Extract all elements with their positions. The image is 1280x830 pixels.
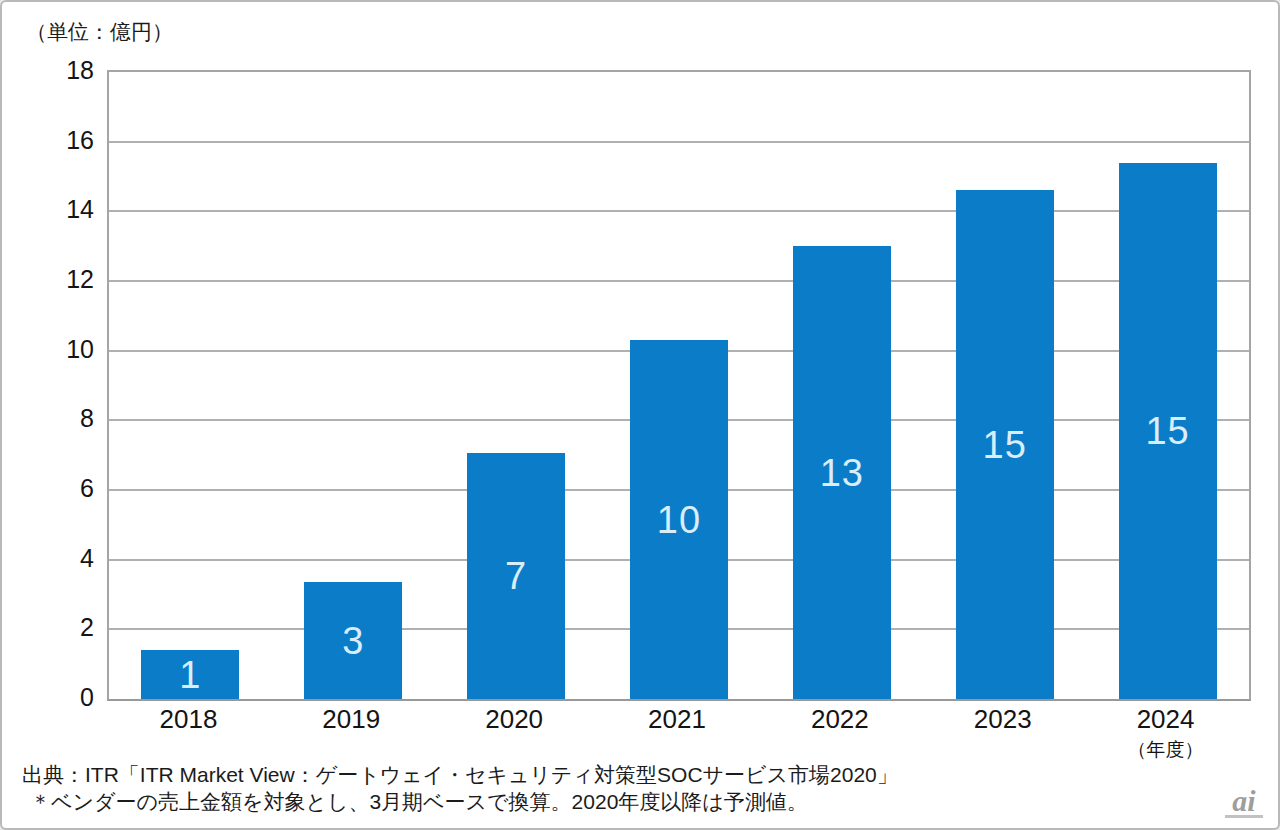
ai-logo-text: ai <box>1222 790 1266 813</box>
source-text: 出典：ITR「ITR Market View：ゲートウェイ・セキュリティ対策型S… <box>22 761 898 789</box>
bar-2018: 1 <box>141 650 239 699</box>
bar-value-label: 7 <box>505 557 527 595</box>
bar-value-label: 13 <box>820 454 864 492</box>
bar-2022: 13 <box>793 246 891 699</box>
unit-label: （単位：億円） <box>26 18 173 46</box>
gridline <box>109 210 1249 212</box>
x-tick-label-2019: 2019 <box>286 705 416 733</box>
bar-value-label: 1 <box>179 656 201 694</box>
bar-2021: 10 <box>630 340 728 699</box>
chart-figure: （単位：億円） 024681012141618 13710131515 2018… <box>0 0 1280 830</box>
bar-value-label: 15 <box>983 426 1027 464</box>
y-tick-label: 14 <box>2 194 94 224</box>
y-tick-label: 18 <box>2 55 94 85</box>
bar-2024: 15 <box>1119 163 1217 699</box>
gridline <box>109 280 1249 282</box>
y-tick-label: 2 <box>2 612 94 642</box>
x-tick-label-2018: 2018 <box>123 705 253 733</box>
bar-2023: 15 <box>956 190 1054 699</box>
y-tick-label: 8 <box>2 403 94 433</box>
bar-value-label: 3 <box>342 622 364 660</box>
bar-value-label: 15 <box>1145 412 1189 450</box>
x-tick-label-2020: 2020 <box>449 705 579 733</box>
bar-value-label: 10 <box>657 501 701 539</box>
x-tick-label-2022: 2022 <box>775 705 905 733</box>
y-tick-label: 10 <box>2 334 94 364</box>
y-tick-label: 6 <box>2 473 94 503</box>
bar-2019: 3 <box>304 582 402 699</box>
x-axis-note: （年度） <box>1101 737 1231 763</box>
bar-2020: 7 <box>467 453 565 699</box>
x-tick-label-2023: 2023 <box>938 705 1068 733</box>
gridline <box>109 141 1249 143</box>
y-tick-label: 4 <box>2 543 94 573</box>
y-tick-label: 12 <box>2 264 94 294</box>
x-tick-label-2024: 2024 <box>1101 705 1231 733</box>
y-tick-label: 16 <box>2 125 94 155</box>
plot-area: 13710131515 <box>107 70 1251 701</box>
x-tick-label-2021: 2021 <box>612 705 742 733</box>
ai-logo: ai <box>1222 790 1266 819</box>
note-text: ＊ベンダーの売上金額を対象とし、3月期ベースで換算。2020年度以降は予測値。 <box>30 788 808 816</box>
y-tick-label: 0 <box>2 682 94 712</box>
